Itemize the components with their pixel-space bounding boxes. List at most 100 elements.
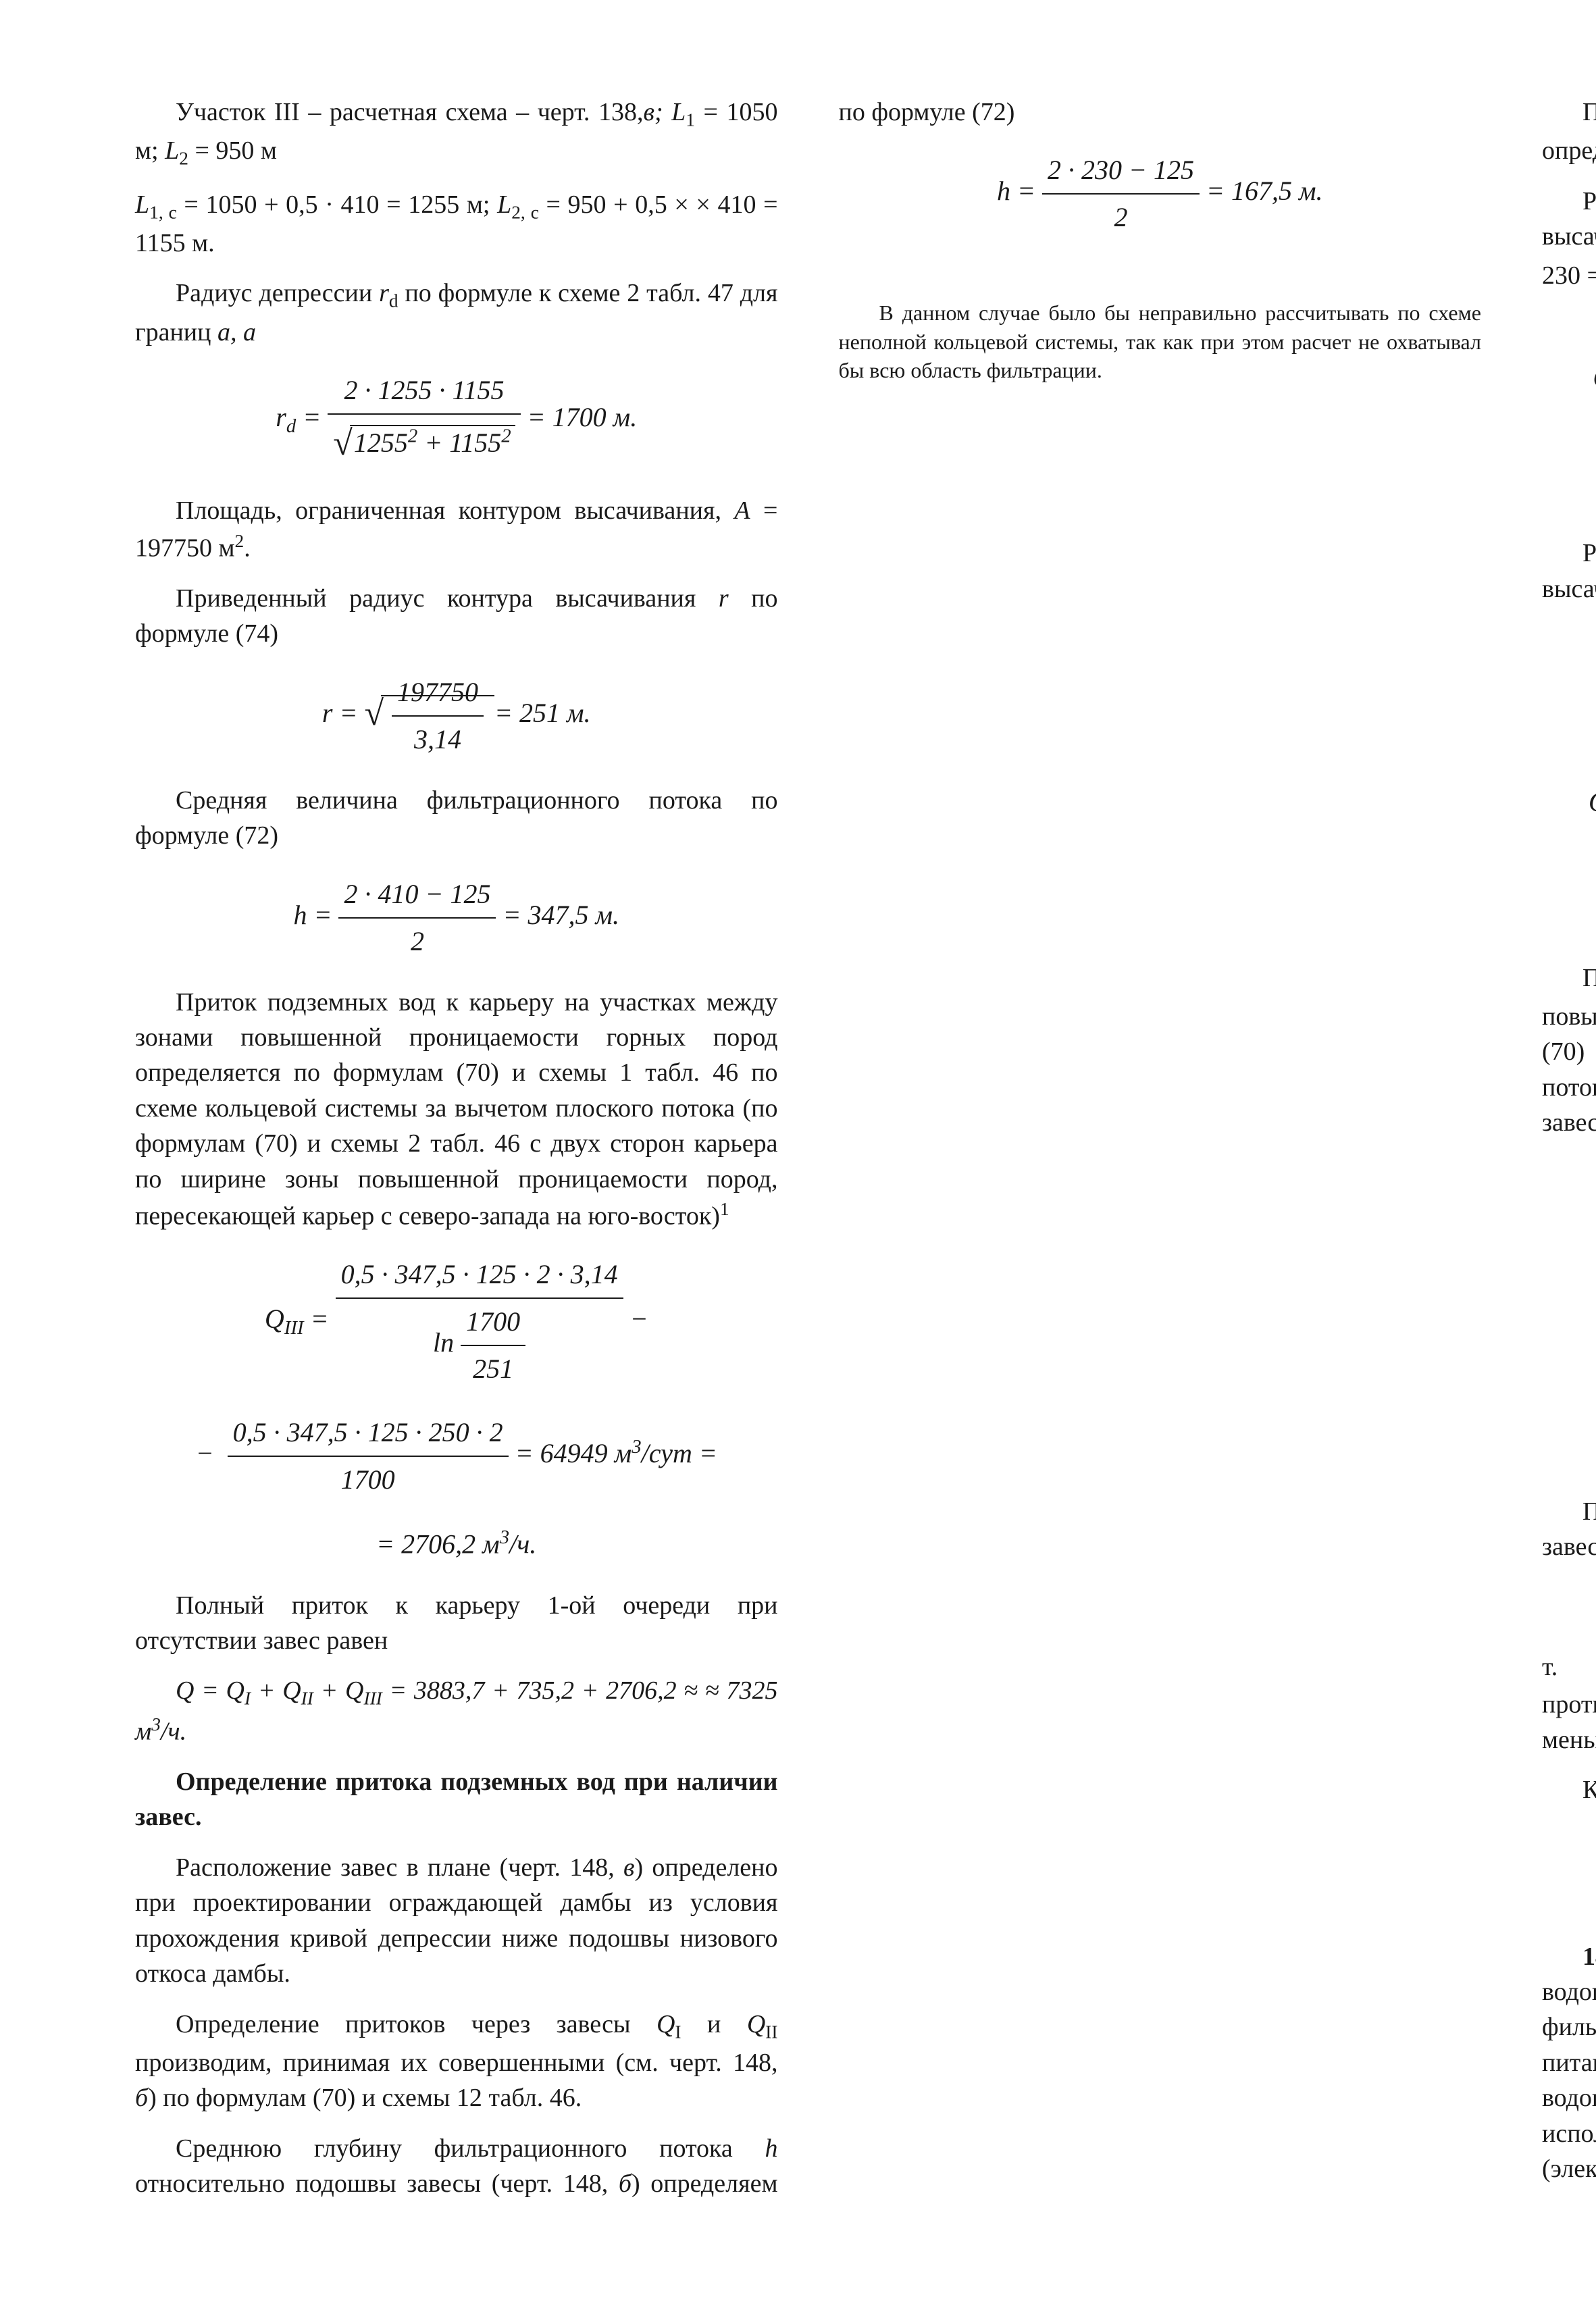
left-p11: Определение притоков через завесы QI и Q…	[135, 2007, 778, 2116]
denominator: 1700	[228, 1457, 509, 1500]
text: = 950 м	[188, 136, 277, 165]
numerator: 197750	[392, 672, 484, 717]
text: /ч.	[161, 1717, 186, 1745]
denominator: 2	[338, 919, 496, 962]
sup: 3	[632, 1436, 641, 1458]
numerator: 2 · 410 − 125	[338, 874, 496, 919]
sub: II	[765, 2022, 777, 2042]
text: Q = Q	[176, 1676, 244, 1705]
left-p6: Средняя величина фильтрационного потока …	[135, 783, 778, 854]
sup: 3	[151, 1714, 161, 1734]
formula-lc2: Lc = rd − b = 1480 100 250 + 0,5 · 230 =…	[1542, 627, 1596, 715]
sub: III	[363, 1689, 382, 1709]
lhs: r =	[322, 698, 365, 728]
text: в	[623, 1853, 635, 1882]
text: в;	[643, 98, 663, 126]
rhs: /ч.	[509, 1529, 536, 1560]
minus: −	[630, 1304, 648, 1334]
denominator: √12552 + 11552	[328, 415, 520, 470]
formula-rd: rd = 2 · 1255 · 1155 √12552 + 11552 = 17…	[135, 370, 778, 470]
sqrt: 12552 + 11552	[350, 425, 515, 458]
formula-q3-right-b: − 0,5 · 167,5 · 125 · 250 · 2 1700 = 682…	[1542, 1319, 1596, 1407]
ln: ln	[433, 1327, 461, 1358]
fraction: 0,5 · 347,5 · 125 · 2 · 3,14 ln 1700 251	[336, 1254, 623, 1389]
text: = 1050 + 0,5 · 410 = 1255 м;	[177, 190, 497, 219]
text: Q	[747, 2010, 765, 2038]
right-p8: 14.10. Для условий повышенной сложности …	[1542, 1939, 1596, 2187]
text: r	[379, 279, 389, 307]
text: + Q	[251, 1676, 301, 1705]
section-number: 14.10.	[1582, 1943, 1596, 1971]
text: Определение притоков через завесы	[176, 2010, 657, 2038]
sub: I	[244, 1689, 251, 1709]
formula-q-total-right: Q = 1493 + 435 + 2844 = 4772 м3/ч,	[1542, 1585, 1596, 1626]
sym: Q	[1593, 363, 1596, 393]
formula-h2: h = 2 · 230 − 125 2 = 167,5 м.	[839, 150, 1482, 238]
text: .	[244, 534, 251, 562]
right-p7: Коэффициент эффективности завес равен:	[1542, 1772, 1596, 1807]
fraction: 0,5 · 347,5 · 125 · 250 · 2 1700	[228, 1412, 509, 1500]
numerator: 0,5 · 347,5 · 125 · 250 · 2	[228, 1412, 509, 1457]
text: L	[135, 190, 149, 219]
text: Для условий повышенной сложности (крупны…	[1542, 1943, 1596, 2184]
text: б	[619, 2169, 632, 2198]
formula-q-total-left: Q = QI + QII + QIII = 3883,7 + 735,2 + 2…	[135, 1673, 778, 1749]
left-p10: Расположение завес в плане (черт. 148, в…	[135, 1850, 778, 1992]
fraction: 197750 3,14	[392, 672, 484, 760]
formula-q1: QI = 15,83 · 167,5 · 125 · 250 735 + 5 […	[1542, 313, 1596, 448]
formula-q1-b: = 1493 м3/ч.	[1542, 471, 1596, 513]
text: Приток	[1582, 98, 1596, 126]
text: + Q	[313, 1676, 364, 1705]
fraction: 1700 251	[461, 1302, 525, 1389]
denominator: ln 1700 251	[336, 1299, 623, 1389]
text: A	[734, 496, 750, 525]
rhs: = 167,5 м.	[1206, 176, 1323, 207]
footnote-ref: 1	[720, 1199, 729, 1219]
right-p5: Полный приток Q к карьеру I очереди при …	[1542, 1494, 1596, 1565]
sym: Q	[1589, 787, 1596, 817]
formula-q3-left-b: − 0,5 · 347,5 · 125 · 250 · 2 1700 = 649…	[135, 1412, 778, 1500]
text: Приведенный радиус контура высачивания	[176, 584, 719, 613]
left-p8: Полный приток к карьеру 1-ой очереди при…	[135, 1588, 778, 1659]
text: L	[165, 136, 179, 165]
rhs: = 347,5 м.	[503, 900, 619, 930]
sub: III	[284, 1317, 304, 1339]
text: Площадь, ограниченная контуром высачиван…	[176, 496, 734, 525]
right-p1: Приток QI, QII к карьеру через завесу на…	[1542, 95, 1596, 169]
text: Q	[657, 2010, 675, 2038]
fraction: 2 · 1255 · 1155 √12552 + 11552	[328, 370, 520, 470]
sym: r	[276, 402, 286, 432]
text: Приток подземных вод к карьеру на участк…	[135, 988, 778, 1231]
lhs: h =	[293, 900, 338, 930]
text: относительно подошвы завесы (черт. 148,	[135, 2169, 619, 2198]
text: 2, c	[511, 202, 539, 222]
text: Участок III – расчетная схема – черт. 13…	[176, 98, 643, 126]
numerator: 2 · 230 − 125	[1042, 150, 1200, 195]
text: Среднюю глубину фильтрационного потока	[176, 2134, 765, 2163]
rhs: /сут =	[642, 1438, 717, 1468]
formula-q3-left-c: = 2706,2 м3/ч.	[135, 1523, 778, 1564]
text: Расположение завес в плане (черт. 148,	[176, 1853, 623, 1882]
text: Приток	[1582, 964, 1596, 992]
formula-q3-left: QIII = 0,5 · 347,5 · 125 · 2 · 3,14 ln 1…	[135, 1254, 778, 1389]
sym: Q	[265, 1304, 284, 1334]
sup: 3	[500, 1526, 509, 1548]
text: ) по формулам (70) и схемы 12 табл. 46.	[148, 2084, 582, 2112]
text: Радиус депрессии	[176, 279, 379, 307]
formula-kef: Kef = 4772 7325 = 0,65.	[1542, 1828, 1596, 1916]
text: 1	[686, 110, 695, 130]
footnote: В данном случае было бы неправильно расс…	[839, 299, 1482, 384]
formula-q3-right-c: = 2844 м3/ч.	[1542, 1430, 1596, 1471]
text: L	[497, 190, 511, 219]
sub: I	[675, 2022, 681, 2042]
right-p4: Приток QIII к карьеру на участках между …	[1542, 960, 1596, 1141]
left-p2: L1, c = 1050 + 0,5 · 410 = 1255 м; L2, c…	[135, 187, 778, 261]
fraction: 2 · 410 − 125 2	[338, 874, 496, 962]
left-p5: Приведенный радиус контура высачивания r…	[135, 581, 778, 652]
formula-q2-b: = 435 м3/ч.	[1542, 896, 1596, 937]
right-p3: Расчетное расстояние между контурами пит…	[1542, 536, 1596, 607]
eq: =	[296, 402, 328, 432]
right-p2: Расчетное расстояние между контурами пит…	[1542, 184, 1596, 293]
denominator: 3,14	[392, 717, 484, 760]
rhs: = 1700 м.	[527, 402, 638, 432]
